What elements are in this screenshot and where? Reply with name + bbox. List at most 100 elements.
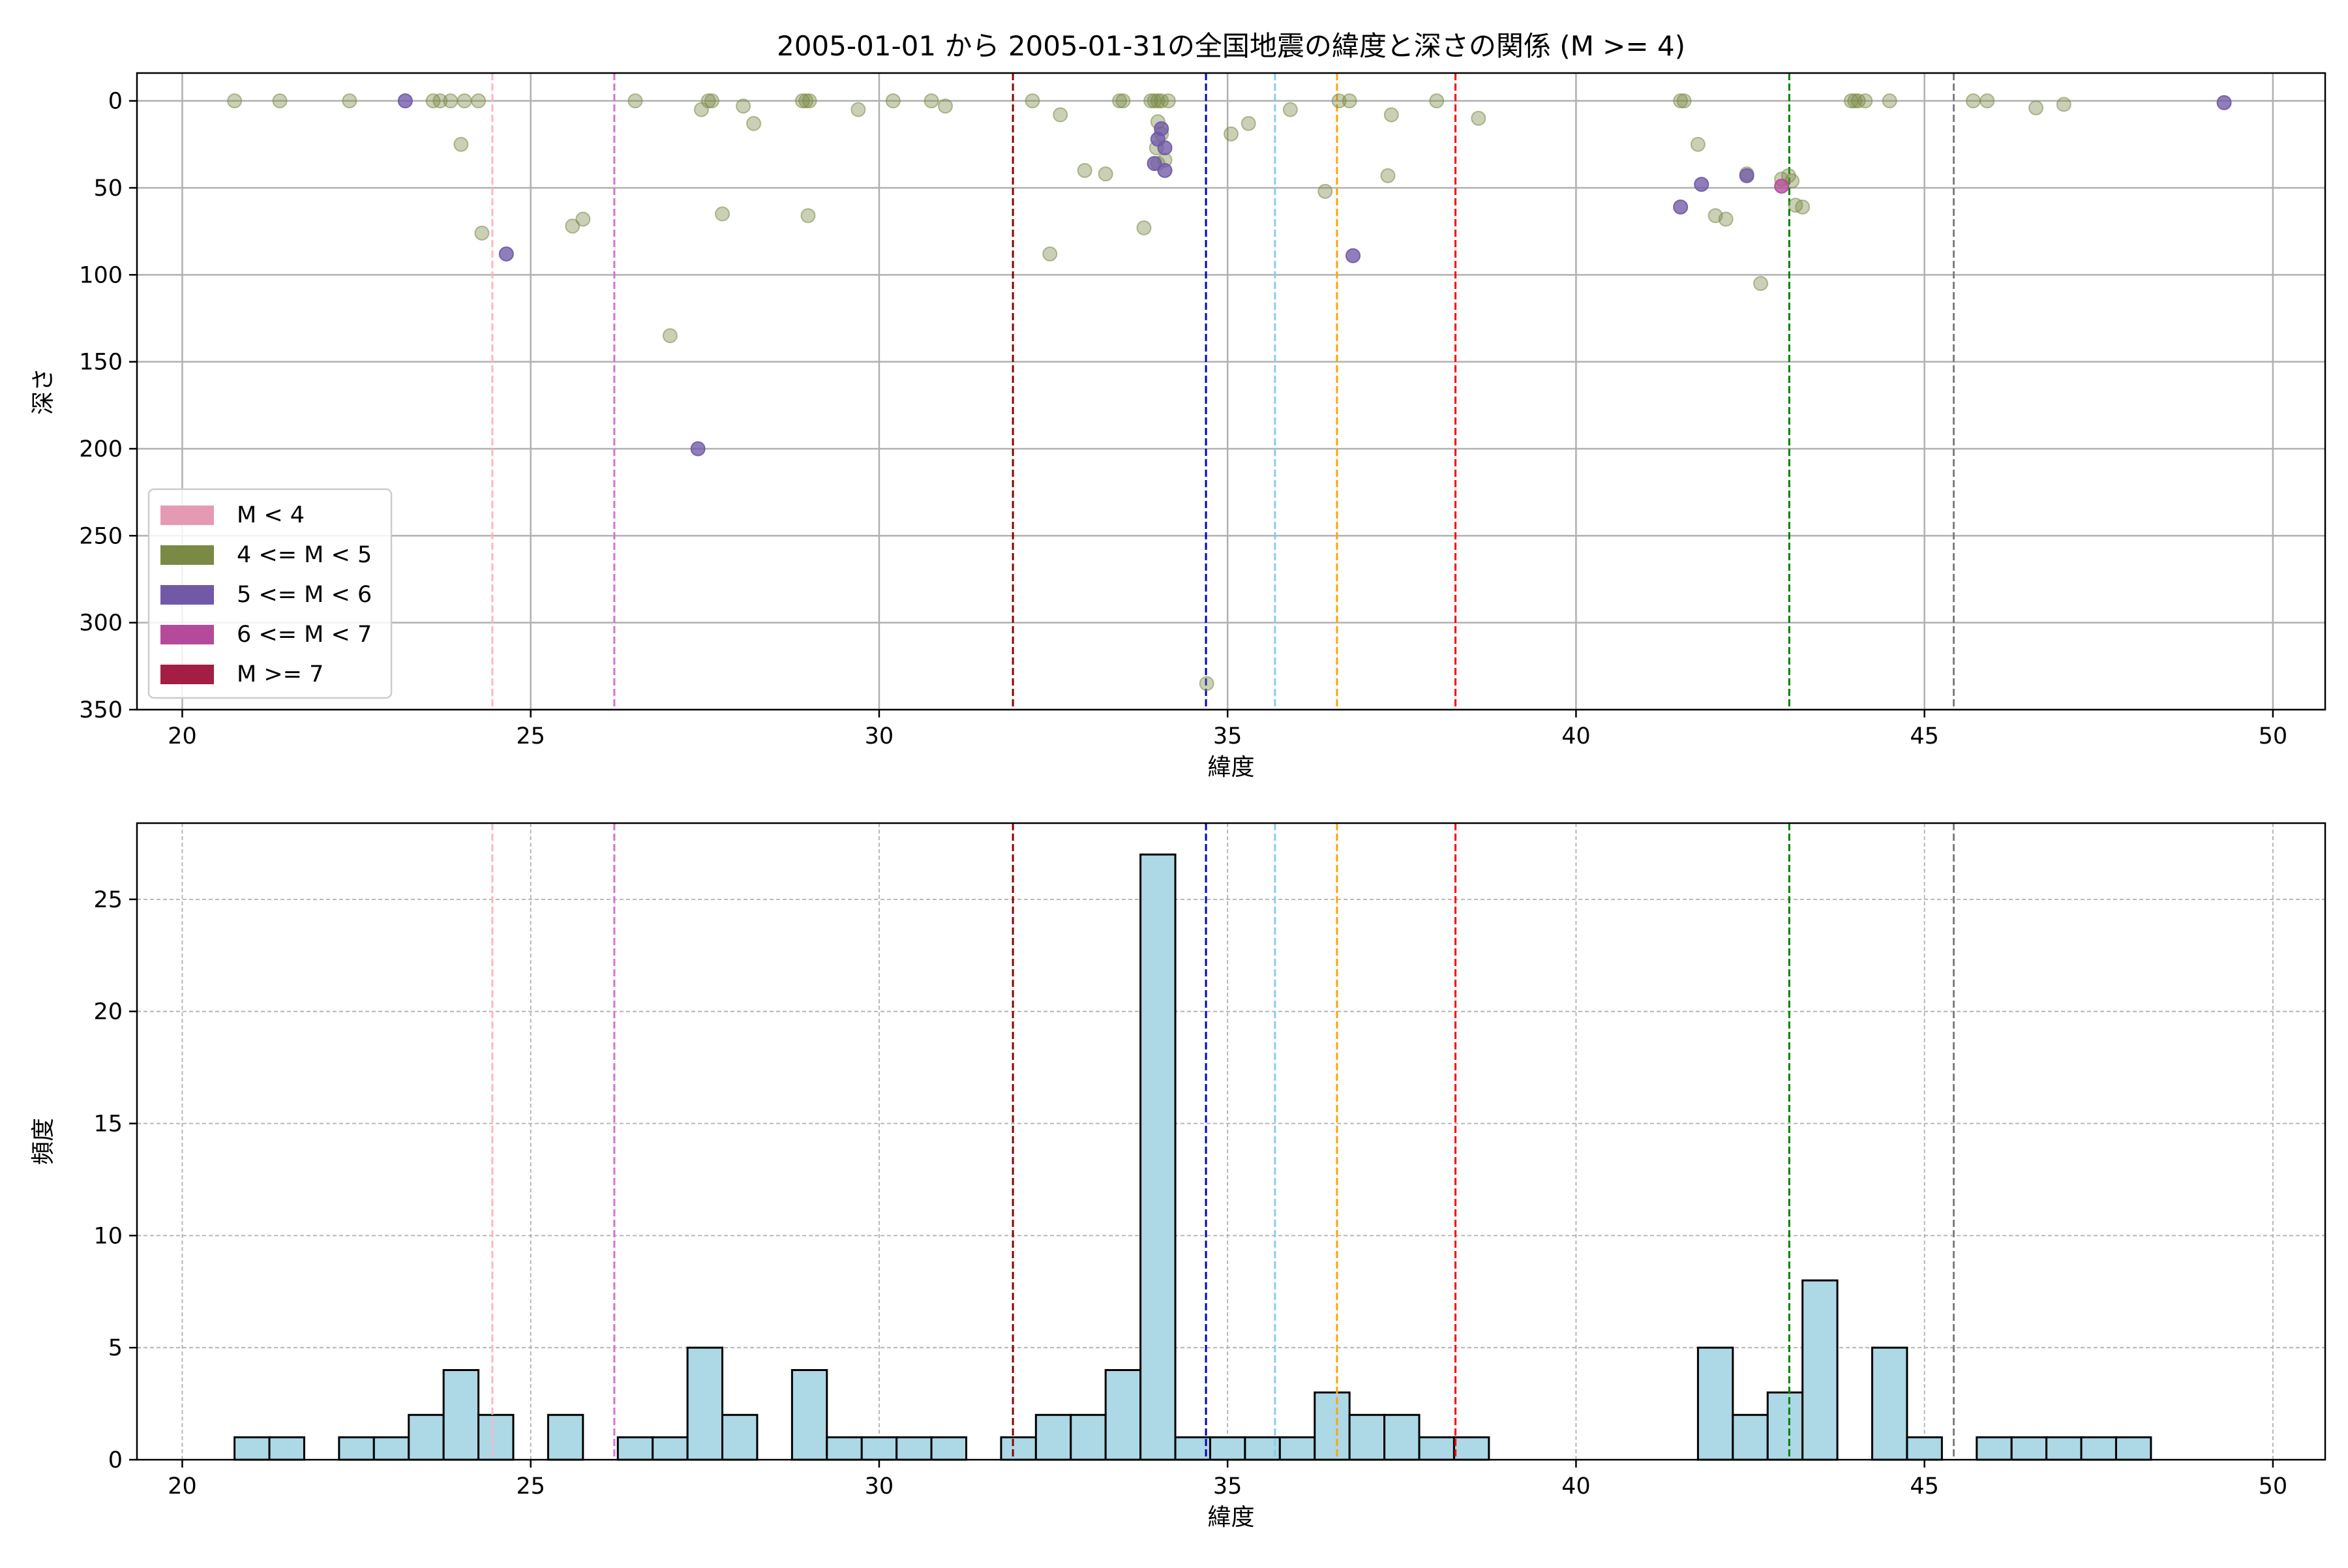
scatter-point — [1224, 126, 1239, 142]
histogram-y-tick-label: 20 — [93, 999, 123, 1025]
scatter-point — [1858, 93, 1873, 109]
histogram-bar — [1209, 1436, 1246, 1461]
scatter-point — [1774, 178, 1790, 194]
scatter-point — [746, 115, 762, 131]
scatter-y-axis-label: 深さ — [30, 368, 57, 415]
scatter-point — [1694, 177, 1709, 192]
scatter-y-tick-label: 300 — [79, 611, 123, 637]
histogram-bar — [1732, 1413, 1769, 1461]
histogram-bar — [408, 1413, 445, 1461]
scatter-point — [1317, 183, 1333, 199]
legend-swatch — [160, 545, 214, 565]
scatter-point — [937, 98, 953, 114]
histogram-bar — [1314, 1391, 1351, 1461]
histogram-bar — [896, 1436, 933, 1461]
histogram-x-tick-label: 35 — [1213, 1473, 1242, 1500]
scatter-point — [1115, 93, 1131, 109]
histogram-bar — [1383, 1413, 1421, 1461]
scatter-axes-frame — [136, 72, 2326, 711]
histogram-x-tick-label: 40 — [1561, 1473, 1591, 1500]
histogram-bar — [1104, 1369, 1142, 1461]
scatter-y-tick-label: 350 — [79, 697, 123, 723]
scatter-y-tick-label: 150 — [79, 350, 123, 376]
histogram-bar — [1000, 1436, 1037, 1461]
histogram-bar — [1139, 853, 1177, 1461]
histogram-bar — [686, 1346, 724, 1461]
scatter-x-tick-label: 40 — [1561, 723, 1591, 749]
scatter-point — [2216, 95, 2232, 110]
scatter-x-tick-label: 50 — [2259, 723, 2288, 749]
scatter-point — [1882, 93, 1897, 109]
histogram-bar — [442, 1369, 480, 1461]
histogram-bar — [1976, 1436, 2013, 1461]
legend-label: 5 <= M < 6 — [237, 582, 372, 608]
scatter-point — [498, 246, 514, 262]
scatter-point — [1150, 93, 1166, 109]
scatter-x-tick-label: 30 — [865, 723, 894, 749]
scatter-point — [432, 93, 448, 109]
histogram-y-tick-label: 15 — [93, 1111, 123, 1138]
scatter-point — [1025, 93, 1040, 109]
histogram-bar — [1348, 1413, 1386, 1461]
scatter-point — [924, 93, 939, 109]
scatter-point — [802, 93, 817, 109]
scatter-point — [1157, 162, 1173, 178]
scatter-point — [474, 225, 490, 241]
histogram-bar — [860, 1436, 898, 1461]
histogram-bar — [1174, 1436, 1211, 1461]
scatter-y-tick-label: 250 — [79, 523, 123, 549]
scatter-point — [1380, 168, 1396, 183]
scatter-point — [1676, 93, 1692, 109]
histogram-bar — [2010, 1436, 2048, 1461]
legend-label: M < 4 — [237, 502, 305, 528]
scatter-point — [715, 206, 730, 222]
scatter-point — [1979, 93, 1995, 109]
scatter-points — [227, 93, 2232, 691]
scatter-point — [1331, 93, 1347, 109]
histogram-y-axis-label: 頻度 — [30, 1118, 57, 1165]
scatter-point — [850, 102, 866, 117]
histogram-panel: 20 25 30 35 40 45 50 0 5 10 15 20 25 緯度 頻度 — [30, 822, 2326, 1531]
scatter-x-tick-label: 45 — [1910, 723, 1939, 749]
histogram-y-ticks: 0 5 10 15 20 25 — [93, 887, 137, 1473]
histogram-bar — [1766, 1391, 1804, 1461]
scatter-point — [1345, 248, 1361, 264]
histogram-bar — [2080, 1436, 2117, 1461]
scatter-point — [1690, 136, 1706, 152]
scatter-point — [2056, 97, 2071, 112]
legend-box — [147, 488, 393, 699]
histogram-bar — [1871, 1346, 1908, 1461]
legend-label: M >= 7 — [237, 661, 324, 687]
histogram-bar — [1418, 1436, 1455, 1461]
histogram-bar — [547, 1413, 584, 1461]
histogram-x-ticks: 20 25 30 35 40 45 50 — [168, 1460, 2287, 1500]
scatter-point — [1112, 93, 1128, 109]
histogram-bar — [826, 1436, 863, 1461]
scatter-point — [453, 136, 469, 152]
scatter-point — [1342, 93, 1357, 109]
scatter-point — [565, 219, 580, 234]
scatter-point — [1673, 199, 1689, 215]
scatter-x-axis-label: 緯度 — [1207, 754, 1254, 781]
scatter-point — [800, 208, 816, 224]
legend: M < 4 4 <= M < 5 5 <= M < 6 6 <= M < 7 M >= … — [147, 488, 393, 699]
scatter-point — [1965, 93, 1981, 109]
scatter-y-tick-label: 200 — [79, 436, 123, 462]
histogram-bar — [477, 1413, 515, 1461]
scatter-point — [1042, 246, 1058, 262]
scatter-reference-lines — [491, 73, 1955, 710]
scatter-point — [575, 211, 591, 227]
chart-title: 2005-01-01 から 2005-01-31の全国地震の緯度と深さの関係 (… — [777, 30, 1685, 62]
scatter-y-ticks: 0 50 100 150 200 250 300 350 — [79, 89, 137, 723]
scatter-point — [1160, 93, 1176, 109]
scatter-point — [1383, 107, 1399, 123]
scatter-point — [1150, 131, 1166, 147]
scatter-x-ticks: 20 25 30 35 40 45 50 — [168, 710, 2287, 749]
scatter-point — [1282, 102, 1298, 117]
histogram-bar — [233, 1436, 271, 1461]
histogram-x-tick-label: 45 — [1910, 1473, 1939, 1500]
legend-swatch — [160, 585, 214, 605]
scatter-x-tick-label: 25 — [516, 723, 545, 749]
legend-label: 6 <= M < 7 — [237, 622, 372, 648]
